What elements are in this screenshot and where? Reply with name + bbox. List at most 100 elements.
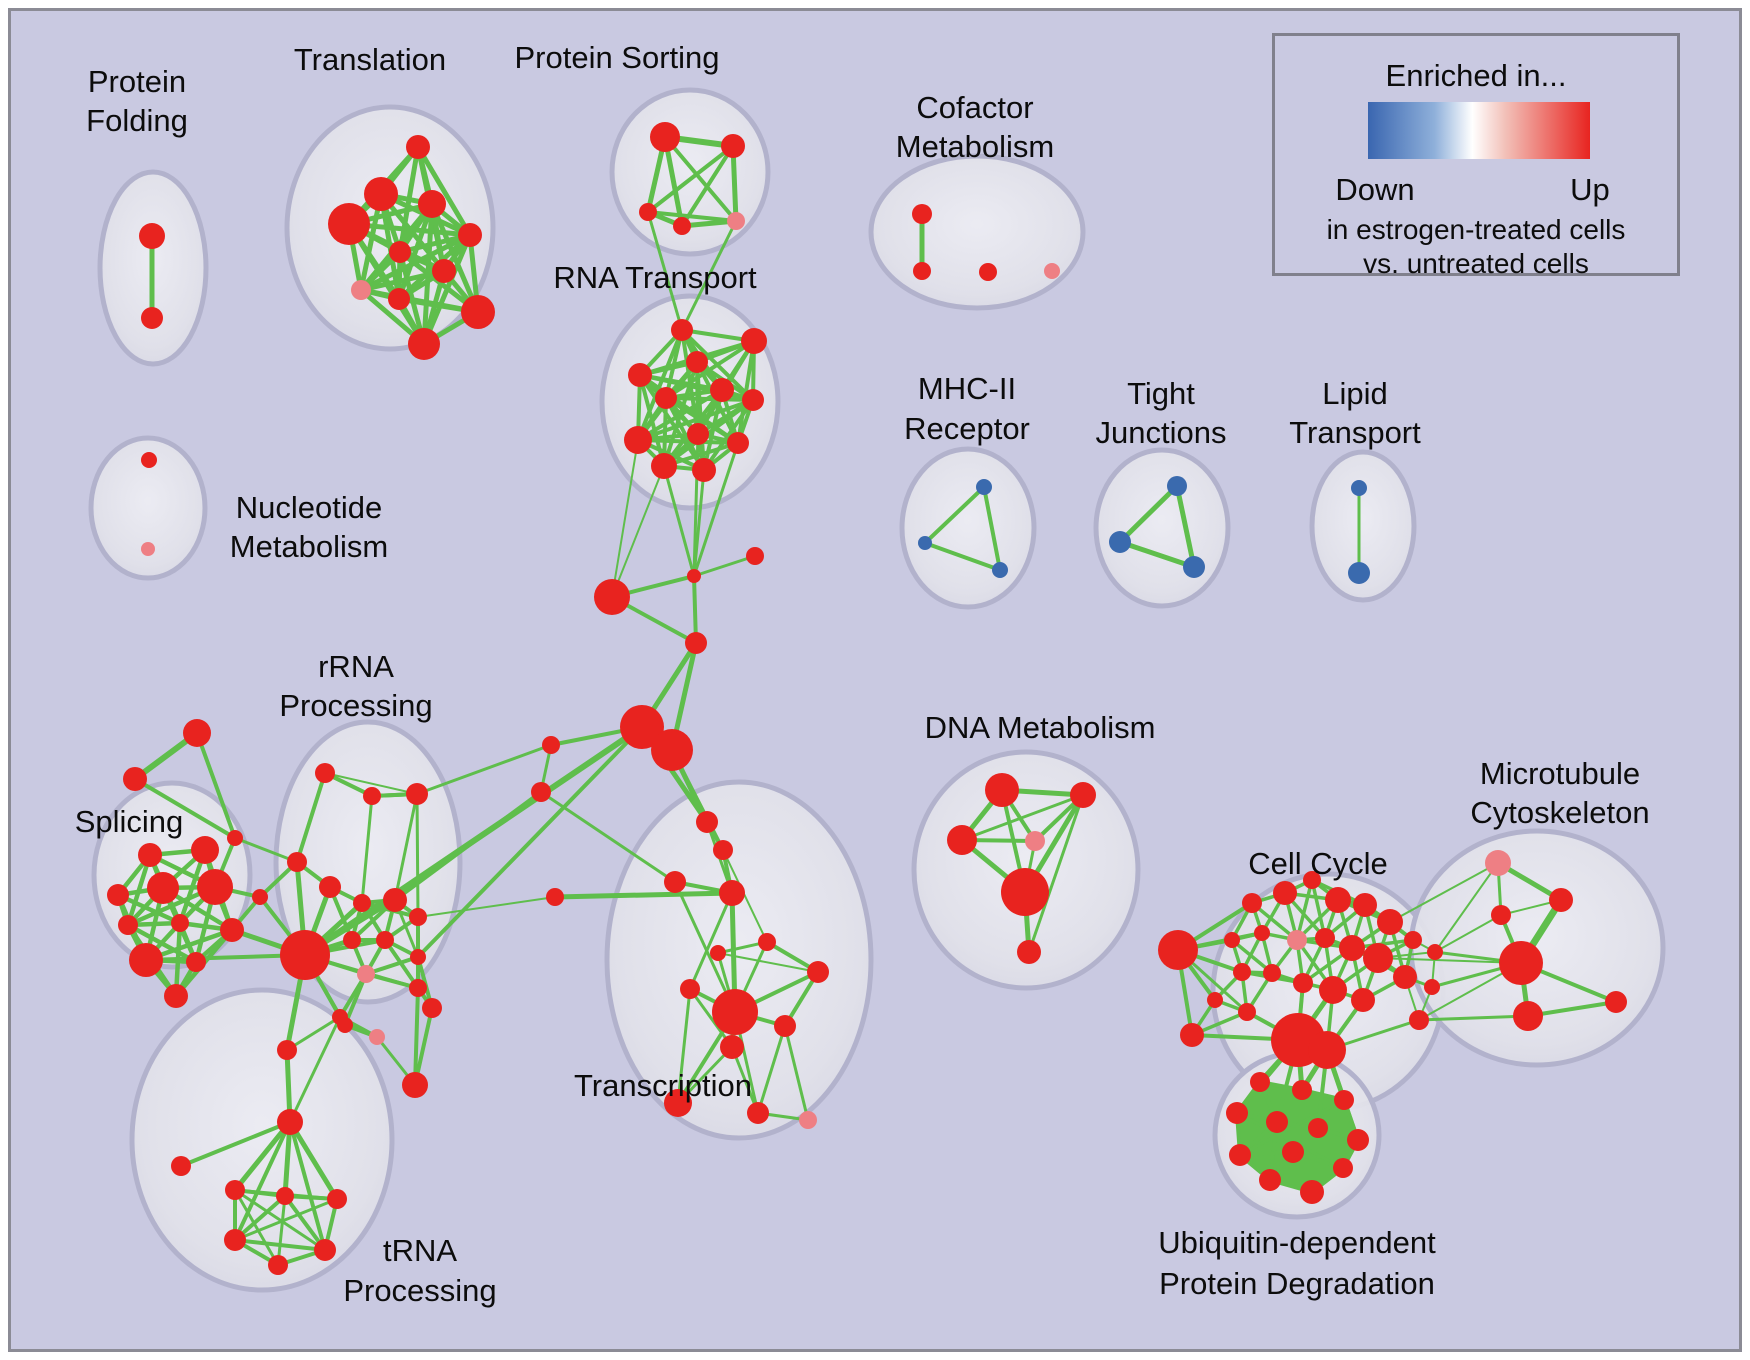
transcription-node-14[interactable]	[758, 933, 776, 951]
trna-processing-node-3[interactable]	[276, 1187, 294, 1205]
rrna-processing-node-16[interactable]	[409, 979, 427, 997]
dna-metabolism-node-0[interactable]	[985, 773, 1019, 807]
transcription-node-18[interactable]	[774, 1015, 796, 1037]
ubiquitin-node-2[interactable]	[1334, 1090, 1354, 1110]
splicing-node-2[interactable]	[107, 884, 129, 906]
triangle-node-2[interactable]	[227, 830, 243, 846]
transcription-node-11[interactable]	[664, 871, 686, 893]
mhc-ii-receptor-node-1[interactable]	[918, 536, 932, 550]
cell-cycle-node-5[interactable]	[1325, 887, 1351, 913]
dna-metabolism-node-5[interactable]	[1017, 940, 1041, 964]
transcription-node-5[interactable]	[651, 729, 693, 771]
ubiquitin-node-6[interactable]	[1347, 1129, 1369, 1151]
dna-metabolism-node-1[interactable]	[1070, 782, 1096, 808]
rrna-processing-node-8[interactable]	[252, 889, 268, 905]
nucleotide-metabolism-node-1[interactable]	[141, 542, 155, 556]
microtubule-node-7[interactable]	[1424, 979, 1440, 995]
rrna-processing-node-9[interactable]	[280, 930, 330, 980]
nucleotide-metabolism-node-0[interactable]	[141, 452, 157, 468]
cell-cycle-node-8[interactable]	[1404, 931, 1422, 949]
dna-metabolism-node-3[interactable]	[1025, 831, 1045, 851]
ubiquitin-node-1[interactable]	[1292, 1080, 1312, 1100]
rrna-processing-node-0[interactable]	[315, 763, 335, 783]
rna-transport-node-0[interactable]	[671, 319, 693, 341]
translation-node-1[interactable]	[364, 177, 398, 211]
microtubule-node-5[interactable]	[1605, 991, 1627, 1013]
cofactor-metabolism-node-3[interactable]	[1044, 263, 1060, 279]
transcription-node-6[interactable]	[542, 736, 560, 754]
translation-node-6[interactable]	[432, 259, 456, 283]
lipid-transport-node-1[interactable]	[1348, 562, 1370, 584]
transcription-node-0[interactable]	[687, 569, 701, 583]
trna-processing-node-1[interactable]	[171, 1156, 191, 1176]
cell-cycle-node-21[interactable]	[1207, 992, 1223, 1008]
cell-cycle-node-17[interactable]	[1263, 964, 1281, 982]
cell-cycle-node-22[interactable]	[1238, 1003, 1256, 1021]
cell-cycle-node-19[interactable]	[1319, 976, 1347, 1004]
transcription-node-1[interactable]	[746, 547, 764, 565]
rna-transport-node-10[interactable]	[692, 458, 716, 482]
microtubule-node-1[interactable]	[1549, 888, 1573, 912]
protein-folding-node-1[interactable]	[141, 307, 163, 329]
trna-processing-node-0[interactable]	[277, 1109, 303, 1135]
splicing-node-9[interactable]	[186, 952, 206, 972]
rrna-processing-node-7[interactable]	[409, 908, 427, 926]
rrna-processing-node-1[interactable]	[363, 787, 381, 805]
transcription-node-10[interactable]	[713, 840, 733, 860]
rrna-processing-node-17[interactable]	[422, 998, 442, 1018]
cell-cycle-node-4[interactable]	[1303, 871, 1321, 889]
cell-cycle-node-1[interactable]	[1180, 1023, 1204, 1047]
cell-cycle-node-12[interactable]	[1315, 928, 1335, 948]
transcription-node-3[interactable]	[685, 632, 707, 654]
ubiquitin-node-7[interactable]	[1229, 1144, 1251, 1166]
cell-cycle-node-15[interactable]	[1393, 965, 1417, 989]
ubiquitin-node-11[interactable]	[1300, 1180, 1324, 1204]
mhc-ii-receptor-node-2[interactable]	[992, 562, 1008, 578]
splicing-node-8[interactable]	[129, 943, 163, 977]
transcription-node-16[interactable]	[680, 979, 700, 999]
protein-folding-node-0[interactable]	[139, 223, 165, 249]
rna-transport-node-5[interactable]	[655, 387, 677, 409]
rrna-processing-node-10[interactable]	[343, 931, 361, 949]
protein-sorting-node-3[interactable]	[673, 217, 691, 235]
cell-cycle-node-24[interactable]	[1308, 1031, 1346, 1069]
rna-transport-node-6[interactable]	[742, 389, 764, 411]
cell-cycle-node-9[interactable]	[1224, 932, 1240, 948]
translation-node-3[interactable]	[418, 190, 446, 218]
lipid-transport-node-0[interactable]	[1351, 480, 1367, 496]
transcription-node-17[interactable]	[712, 989, 758, 1035]
cell-cycle-node-14[interactable]	[1363, 943, 1393, 973]
transcription-node-13[interactable]	[710, 945, 726, 961]
microtubule-node-0[interactable]	[1485, 850, 1511, 876]
cofactor-metabolism-node-0[interactable]	[912, 204, 932, 224]
translation-node-7[interactable]	[351, 280, 371, 300]
rna-transport-node-9[interactable]	[651, 453, 677, 479]
cell-cycle-node-3[interactable]	[1273, 881, 1297, 905]
microtubule-node-3[interactable]	[1499, 941, 1543, 985]
rrna-processing-node-3[interactable]	[287, 852, 307, 872]
rrna-processing-node-19[interactable]	[402, 1072, 428, 1098]
rrna-processing-node-5[interactable]	[353, 894, 371, 912]
splicing-node-6[interactable]	[171, 914, 189, 932]
ubiquitin-node-4[interactable]	[1266, 1111, 1288, 1133]
mhc-ii-receptor-node-0[interactable]	[976, 479, 992, 495]
tight-junctions-node-1[interactable]	[1109, 531, 1131, 553]
rrna-processing-node-12[interactable]	[357, 965, 375, 983]
ubiquitin-node-3[interactable]	[1226, 1102, 1248, 1124]
trna-processing-node-2[interactable]	[225, 1180, 245, 1200]
translation-node-10[interactable]	[408, 328, 440, 360]
protein-sorting-node-4[interactable]	[727, 212, 745, 230]
rrna-processing-node-15[interactable]	[369, 1029, 385, 1045]
translation-node-4[interactable]	[458, 223, 482, 247]
translation-node-0[interactable]	[406, 135, 430, 159]
translation-node-9[interactable]	[461, 295, 495, 329]
cell-cycle-node-13[interactable]	[1339, 935, 1365, 961]
ubiquitin-node-0[interactable]	[1250, 1072, 1270, 1092]
splicing-node-10[interactable]	[164, 984, 188, 1008]
splicing-node-3[interactable]	[147, 872, 179, 904]
dna-metabolism-node-4[interactable]	[1001, 868, 1049, 916]
triangle-node-1[interactable]	[123, 767, 147, 791]
rrna-processing-node-20[interactable]	[337, 1017, 353, 1033]
rna-transport-node-4[interactable]	[710, 378, 734, 402]
ubiquitin-node-10[interactable]	[1259, 1169, 1281, 1191]
